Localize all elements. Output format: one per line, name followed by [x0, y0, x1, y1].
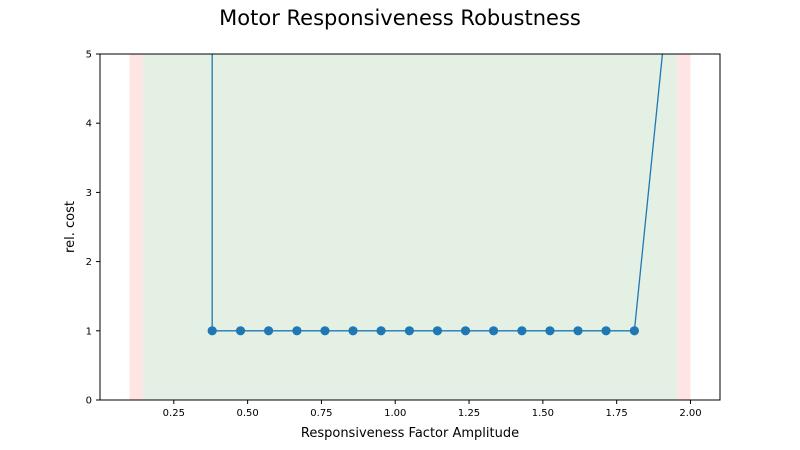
plot-frame — [99, 53, 721, 401]
x-tick-label: 1.50 — [532, 408, 554, 419]
x-tick-label: 1.75 — [606, 408, 628, 419]
data-point — [629, 326, 639, 336]
data-point — [235, 326, 246, 336]
x-tick-label: 1.25 — [458, 408, 480, 419]
data-point — [207, 326, 217, 336]
x-tick-label: 0.50 — [236, 408, 258, 419]
data-point — [432, 326, 443, 336]
y-tick-label: 1 — [86, 326, 92, 337]
data-point — [348, 326, 358, 336]
x-tick-label: 0.25 — [163, 408, 185, 419]
band-unstable-2 — [677, 54, 691, 400]
x-tick-label: 1.00 — [384, 408, 406, 419]
y-axis-ticks: 0 1 2 3 4 5 — [86, 50, 100, 407]
data-point — [320, 326, 330, 336]
x-tick-label: 2.00 — [679, 408, 701, 419]
data-point — [376, 326, 386, 336]
y-tick-label: 3 — [86, 188, 92, 199]
series-line-0 — [211, 53, 664, 332]
data-point — [488, 326, 499, 336]
x-axis-ticks: 0.25 0.50 0.75 1.00 1.25 1.50 1.75 2.00 — [163, 400, 702, 419]
chart-title: Motor Responsiveness Robustness — [219, 6, 581, 30]
y-tick-label: 4 — [86, 119, 92, 130]
data-point — [460, 326, 471, 336]
background-bands — [129, 54, 691, 400]
series-layer — [207, 53, 664, 336]
data-point — [292, 326, 302, 336]
data-point — [573, 326, 583, 336]
data-point — [404, 326, 415, 336]
y-tick-label: 5 — [86, 50, 92, 61]
x-tick-label: 0.75 — [310, 408, 332, 419]
band-stable-1 — [142, 54, 678, 400]
x-axis-label: Responsiveness Factor Amplitude — [301, 426, 519, 441]
y-tick-label: 2 — [86, 257, 92, 268]
data-point — [263, 326, 274, 336]
band-unstable-0 — [129, 54, 143, 400]
data-point — [517, 326, 527, 336]
y-tick-label: 0 — [86, 396, 92, 407]
data-point — [545, 326, 555, 336]
y-axis-label: rel. cost — [63, 201, 78, 253]
data-point — [601, 326, 611, 336]
